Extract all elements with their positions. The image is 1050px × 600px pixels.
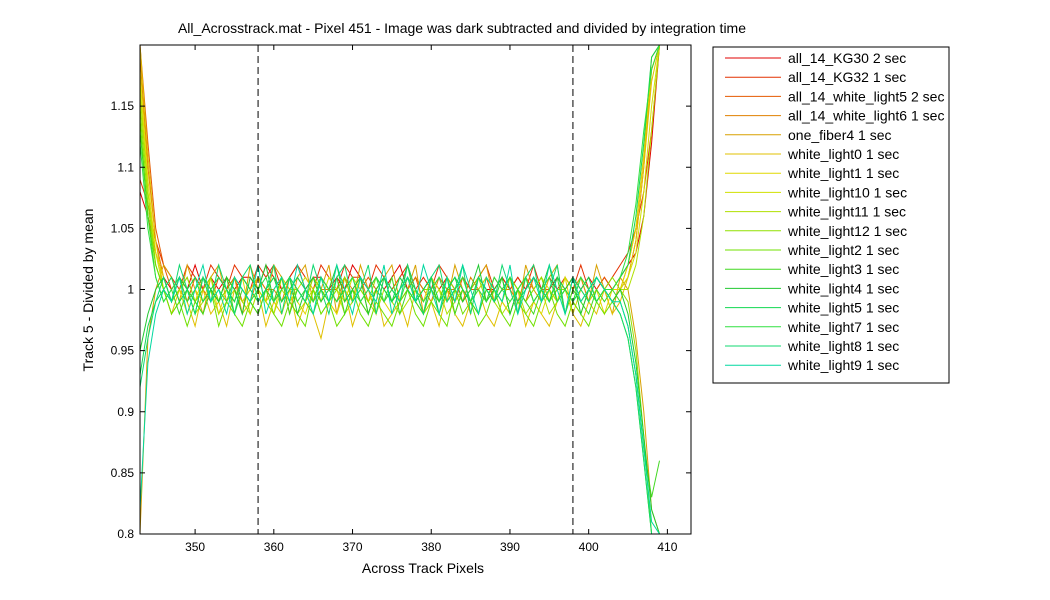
legend-label-10: white_light2 1 sec [787,242,899,258]
legend-label-11: white_light3 1 sec [787,261,899,277]
legend-label-9: white_light12 1 sec [787,223,907,239]
series-line-5 [140,45,660,341]
chart-title: All_Acrosstrack.mat - Pixel 451 - Image … [178,20,746,36]
series-line-4 [140,263,660,534]
legend-label-7: white_light10 1 sec [787,184,907,200]
x-axis-title: Across Track Pixels [362,560,484,576]
series-line-1 [140,45,660,291]
series-line-11 [140,130,660,498]
series-line-14 [140,45,660,303]
y-tick-label: 1.15 [111,99,135,113]
legend-label-8: white_light11 1 sec [787,204,906,220]
y-tick-label: 1 [127,283,134,297]
y-tick-label: 1.05 [111,221,135,235]
legend-label-6: white_light1 1 sec [787,165,899,181]
series-line-7 [140,45,660,303]
series-line-6 [140,45,660,316]
legend-label-3: all_14_white_light6 1 sec [788,108,944,124]
series-line-9 [140,106,660,534]
x-tick-label: 360 [264,540,284,554]
legend-label-14: white_light7 1 sec [787,319,899,335]
y-tick-label: 0.85 [111,466,135,480]
legend-box [712,46,950,384]
legend-label-2: all_14_white_light5 2 sec [788,88,944,104]
x-tick-label: 400 [579,540,599,554]
plot-area [140,45,660,534]
legend-label-1: all_14_KG32 1 sec [788,69,906,85]
series-line-16 [140,263,660,534]
y-tick-label: 0.9 [117,405,134,419]
series-line-2 [140,45,660,304]
series-line-12 [140,263,660,534]
legend-label-12: white_light4 1 sec [787,280,899,296]
series-line-15 [140,263,660,534]
axes: 350 360 370 380 390 400 410 0.8 0.85 0.9 0.95 1 1.05… [111,44,692,554]
series-line-8 [140,45,660,316]
x-tick-label: 370 [343,540,363,554]
legend-label-5: white_light0 1 sec [787,146,899,162]
legend-label-0: all_14_KG30 2 sec [788,50,906,66]
legend-label-4: one_fiber4 1 sec [788,127,892,143]
x-tick-label: 410 [657,540,677,554]
x-tick-label: 390 [500,540,520,554]
series-line-10 [140,118,660,534]
x-tick-label: 350 [185,540,205,554]
series-line-13 [140,45,660,376]
legend-label-16: white_light9 1 sec [787,357,899,373]
y-tick-label: 0.8 [117,527,134,541]
y-axis-title: Track 5 - Divided by mean [80,209,96,372]
legend: all_14_KG30 2 sec all_14_KG32 1 sec all_14… [712,46,950,384]
y-tick-label: 1.1 [117,160,134,174]
x-tick-label: 380 [421,540,441,554]
series-line-3 [140,45,660,303]
y-tick-label: 0.95 [111,344,135,358]
legend-label-15: white_light8 1 sec [787,338,899,354]
legend-label-13: white_light5 1 sec [787,300,899,316]
series-line-0 [140,45,660,291]
